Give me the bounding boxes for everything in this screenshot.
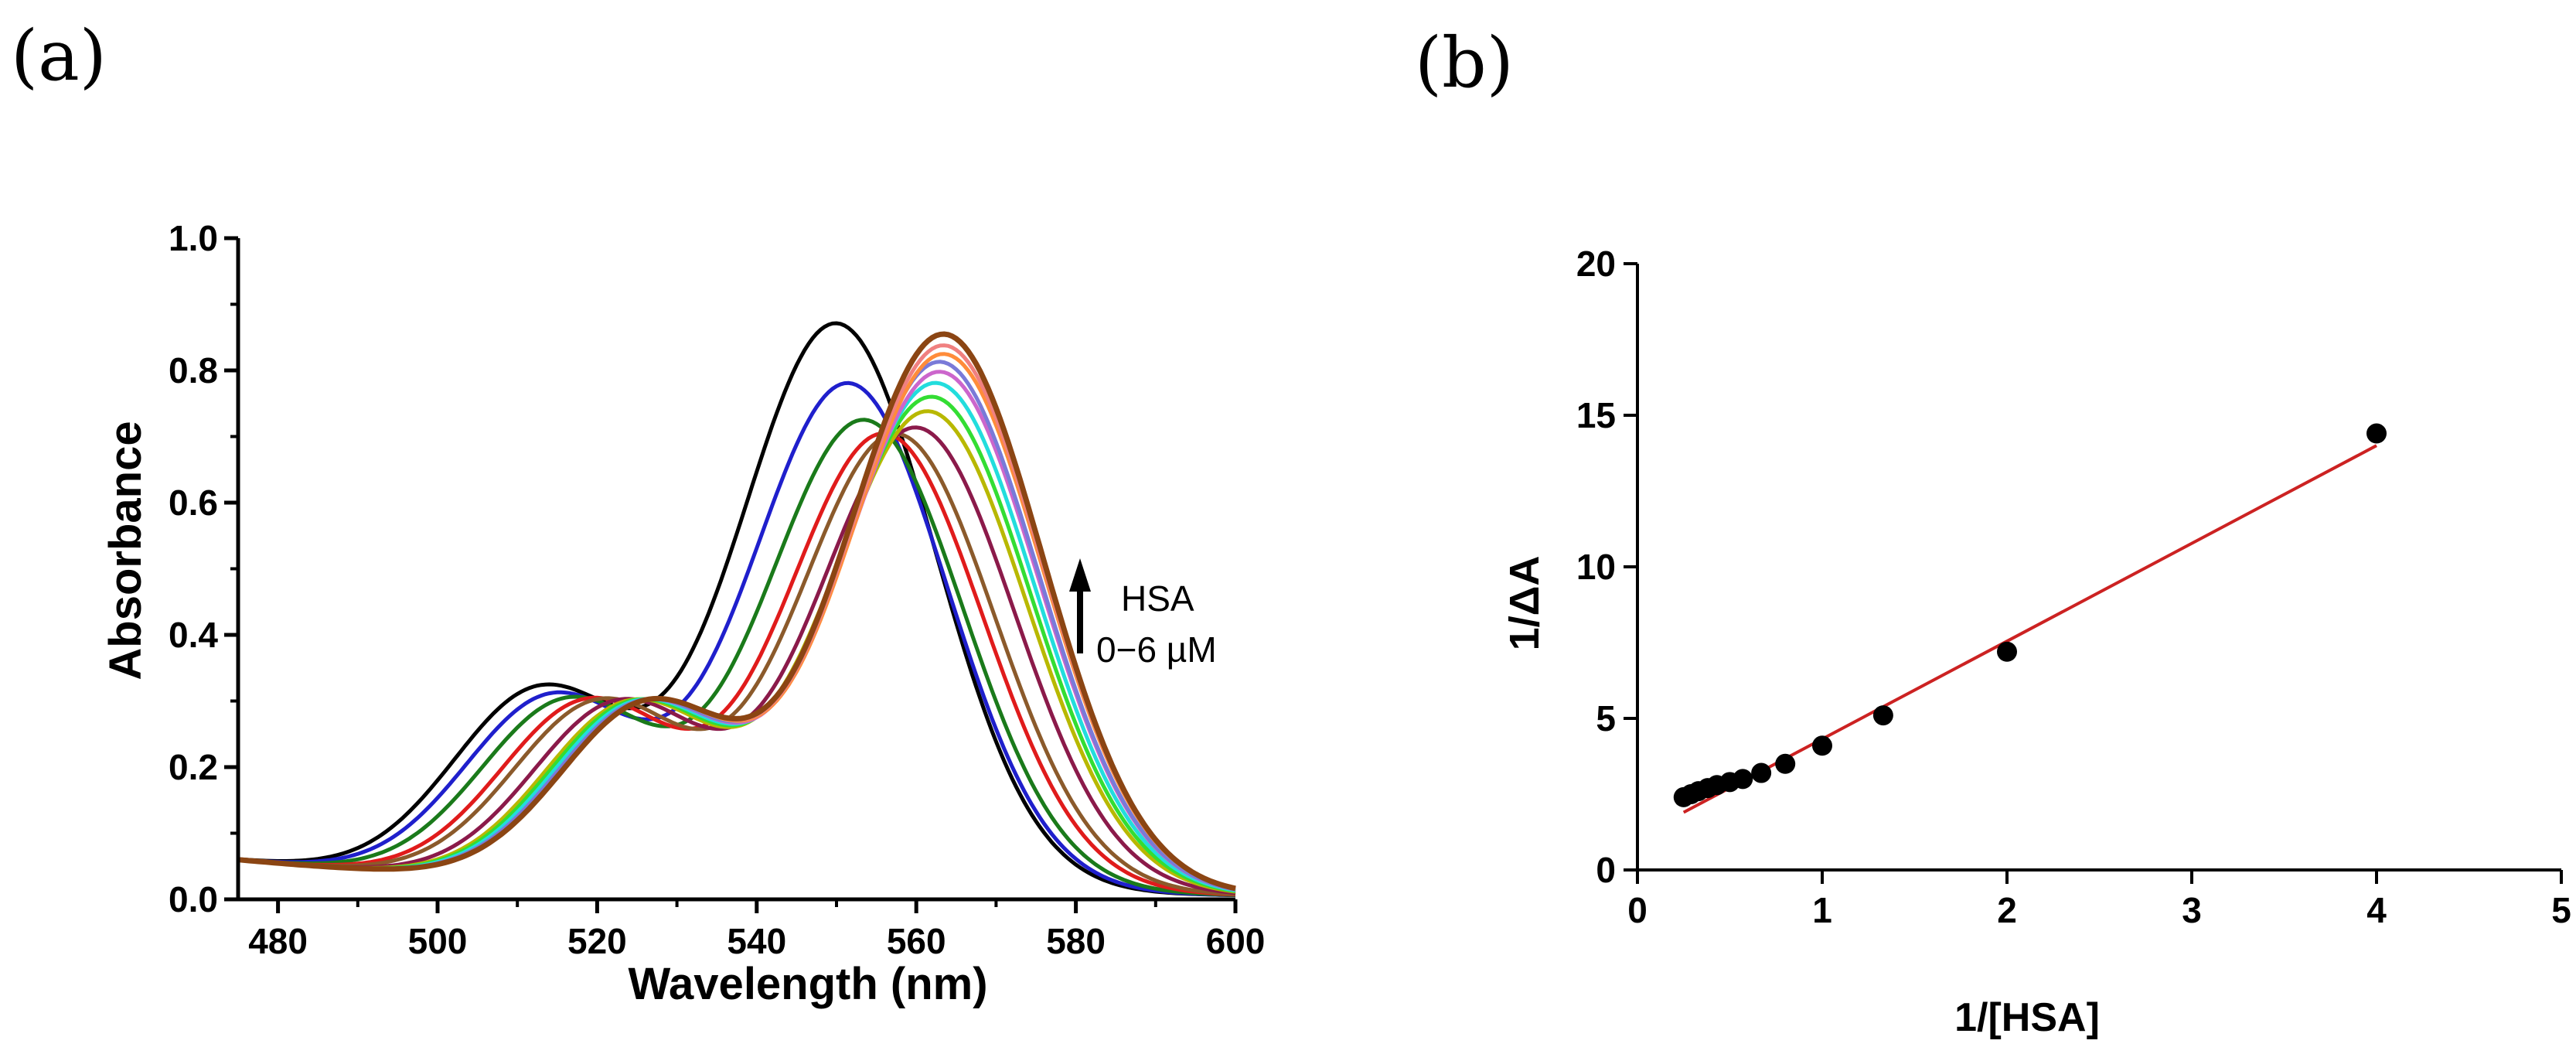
x-tick-label: 560 [887, 921, 946, 961]
x-tick-label: 480 [248, 921, 308, 961]
x-tick-label: 5 [2551, 890, 2571, 930]
y-tick-label: 0.0 [169, 879, 218, 919]
y-tick-label: 0 [1596, 850, 1616, 890]
y-tick-label: 20 [1576, 244, 1616, 284]
x-tick-label: 4 [2366, 890, 2387, 930]
y-tick-label: 0.2 [169, 747, 218, 787]
spectrum-line [237, 431, 1236, 896]
y-tick-label: 5 [1596, 698, 1616, 738]
spectrum-line [237, 321, 1236, 897]
chart-b-axes: 0 5 10 15 20 0 1 2 3 4 5 [1576, 244, 2571, 930]
x-tick-label: 500 [408, 921, 468, 961]
spectrum-line [237, 370, 1236, 892]
data-point [1733, 769, 1753, 790]
spectrum-line [237, 360, 1236, 892]
spectrum-line [237, 352, 1236, 891]
y-tick-label: 0.6 [169, 483, 218, 523]
panel-a-label: (a) [11, 15, 107, 97]
data-points-group [1673, 423, 2387, 807]
panel-b-label: (b) [1415, 22, 1514, 104]
y-tick-label: 1.0 [169, 218, 218, 258]
y-tick-label: 10 [1576, 547, 1616, 587]
x-tick-label: 2 [1997, 890, 2017, 930]
hsa-annotation: HSA 0−6 µM [1069, 558, 1217, 670]
x-tick-label: 600 [1206, 921, 1266, 961]
x-tick-label: 0 [1627, 890, 1647, 930]
x-tick-label: 1 [1812, 890, 1832, 930]
chart-b-xlabel: 1/[HSA] [1954, 995, 2100, 1040]
data-point [2366, 423, 2387, 444]
y-tick-label: 0.4 [169, 615, 218, 655]
spectrum-line [237, 380, 1236, 892]
double-reciprocal-plot: 0 5 10 15 20 0 1 2 3 4 5 1/[HSA] 1/ΔA [1501, 244, 2571, 1040]
linear-fit-line [1682, 444, 2377, 814]
spectrum-line [237, 380, 1236, 897]
chart-a-xlabel: Wavelength (nm) [628, 959, 987, 1009]
data-point [1812, 735, 1832, 756]
hsa-concentration-range: 0−6 µM [1096, 629, 1217, 670]
data-point [1775, 753, 1796, 774]
x-tick-label: 3 [2182, 890, 2202, 930]
spectrum-line [237, 431, 1236, 897]
x-tick-label: 520 [567, 921, 627, 961]
y-tick-label: 0.8 [169, 350, 218, 391]
x-tick-label: 580 [1046, 921, 1106, 961]
data-point [1751, 762, 1772, 783]
spectrum-line [237, 418, 1236, 897]
hsa-annotation-label: HSA [1121, 578, 1194, 619]
spectra-series-group [237, 321, 1236, 897]
y-tick-label: 15 [1576, 395, 1616, 435]
chart-a-axes: 0.0 0.2 0.4 0.6 0.8 1.0 480 500 520 540 560 580 600 [169, 218, 1265, 961]
arrow-up-icon [1069, 558, 1091, 592]
chart-b-ylabel: 1/ΔA [1501, 556, 1548, 651]
data-point [1872, 705, 1893, 726]
spectrum-line [237, 394, 1236, 893]
data-point [1997, 641, 2017, 662]
chart-a-ylabel: Absorbance [101, 421, 151, 680]
x-tick-label: 540 [727, 921, 786, 961]
spectrum-line [237, 343, 1236, 891]
spectrum-line [237, 331, 1236, 892]
